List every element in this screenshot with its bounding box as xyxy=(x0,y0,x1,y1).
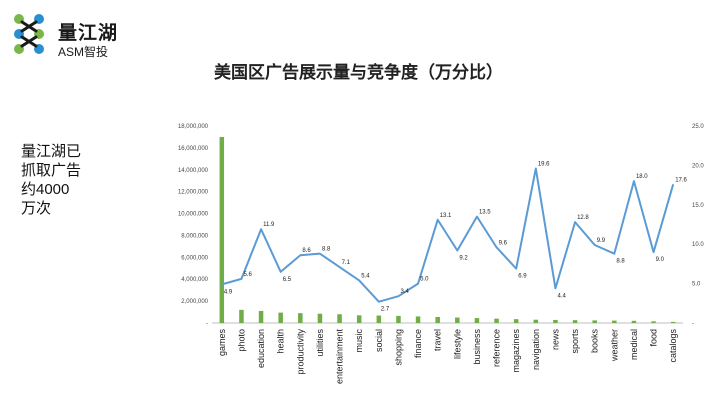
line-data-label: 3.4 xyxy=(400,289,409,295)
line-data-label: 17.6 xyxy=(675,177,687,183)
left-axis-tick-label: 4,000,000 xyxy=(181,277,208,283)
logo-name-en: ASM智投 xyxy=(58,45,109,59)
left-axis-tick-label: - xyxy=(206,321,208,327)
bar xyxy=(533,319,539,323)
bar xyxy=(376,315,382,323)
left-axis-tick-label: 18,000,000 xyxy=(178,124,209,130)
left-axis-tick-label: 12,000,000 xyxy=(178,190,209,196)
category-label: medical xyxy=(629,329,639,360)
bar xyxy=(455,317,460,323)
right-axis-tick-label: 15.0 xyxy=(692,203,704,209)
bar xyxy=(258,310,264,323)
bar xyxy=(474,318,480,323)
chart-title: 美国区广告展示量与竞争度（万分比） xyxy=(214,63,503,82)
category-label: productivity xyxy=(295,329,305,375)
category-label: finance xyxy=(413,329,423,358)
right-axis-tick-label: 20.0 xyxy=(692,163,704,169)
right-axis-tick-label: - xyxy=(692,321,694,327)
line-data-label: 8.6 xyxy=(302,248,311,254)
line-data-label: 6.9 xyxy=(518,274,527,280)
right-axis-tick-label: 10.0 xyxy=(692,242,704,248)
category-label: lifestyle xyxy=(452,329,462,359)
category-label: music xyxy=(354,329,364,353)
left-axis-tick-label: 6,000,000 xyxy=(181,255,208,261)
bar xyxy=(612,320,617,323)
line-data-label: 13.1 xyxy=(440,213,452,219)
bar xyxy=(415,316,421,323)
left-axis-tick-label: 8,000,000 xyxy=(181,233,208,239)
line-data-label: 4.4 xyxy=(557,293,566,299)
category-label: entertainment xyxy=(335,329,345,385)
bar xyxy=(494,318,499,323)
line-data-label: 9.2 xyxy=(459,256,468,262)
bar xyxy=(572,320,578,323)
left-axis-tick-label: 16,000,000 xyxy=(178,146,209,152)
category-label: photo xyxy=(236,329,246,352)
bar xyxy=(337,314,342,323)
category-label: weather xyxy=(609,329,619,362)
category-label: games xyxy=(217,329,227,357)
bar xyxy=(553,319,558,323)
line-data-label: 6.5 xyxy=(283,277,292,283)
bar xyxy=(435,316,440,323)
line-data-label: 5.4 xyxy=(361,273,370,279)
logo-mark-icon xyxy=(14,14,44,54)
category-label: news xyxy=(550,329,560,351)
bar xyxy=(219,136,225,323)
bar xyxy=(317,313,323,323)
bar xyxy=(239,309,244,323)
side-note: 量江湖已 抓取广告 约4000 万次 xyxy=(21,143,82,217)
line-data-label: 9.6 xyxy=(499,240,508,246)
category-label: business xyxy=(472,329,482,365)
line-data-label: 8.8 xyxy=(616,259,625,265)
category-label: travel xyxy=(433,329,443,351)
bar xyxy=(631,320,637,323)
line-data-label: 5.0 xyxy=(420,277,429,283)
category-label: shopping xyxy=(393,329,403,366)
line-data-label: 9.9 xyxy=(597,238,606,244)
left-axis-tick-label: 14,000,000 xyxy=(178,168,209,174)
category-label: social xyxy=(374,329,384,352)
bar xyxy=(670,321,676,323)
category-label: magazines xyxy=(511,329,521,373)
left-axis-tick-label: 10,000,000 xyxy=(178,212,209,218)
bar xyxy=(513,319,519,323)
line-data-label: 18.0 xyxy=(636,174,648,180)
right-axis-tick-label: 5.0 xyxy=(692,282,701,288)
line-data-label: 5.6 xyxy=(243,272,252,278)
category-label: reference xyxy=(492,329,502,367)
logo-name-cn: 量江湖 xyxy=(58,23,119,44)
category-label: food xyxy=(649,329,659,347)
right-axis-tick-label: 25.0 xyxy=(692,124,704,130)
category-label: utilities xyxy=(315,329,325,357)
bar xyxy=(298,313,303,323)
category-label: catalogs xyxy=(668,329,678,363)
line-data-label: 8.8 xyxy=(322,247,331,253)
bar xyxy=(651,321,656,323)
left-axis-tick-label: 2,000,000 xyxy=(181,299,208,305)
line-data-label: 11.9 xyxy=(263,222,275,228)
bar xyxy=(278,312,283,323)
line-data-label: 7.1 xyxy=(342,260,351,266)
line-data-label: 19.6 xyxy=(538,162,550,168)
line-series xyxy=(221,167,675,303)
category-label: books xyxy=(590,329,600,354)
line-data-label: 2.7 xyxy=(381,307,390,313)
bar xyxy=(592,320,597,323)
category-label: sports xyxy=(570,329,580,354)
line-data-label: 4.9 xyxy=(224,289,233,295)
brand-logo: 量江湖 ASM智投 xyxy=(10,12,140,60)
line-data-label: 12.8 xyxy=(577,215,589,221)
line-data-label: 9.0 xyxy=(656,257,665,263)
line-data-label: 13.5 xyxy=(479,210,491,216)
bar xyxy=(396,315,401,323)
bar xyxy=(356,315,362,323)
category-label: education xyxy=(256,329,266,368)
category-label: health xyxy=(276,329,286,354)
category-label: navigation xyxy=(531,329,541,370)
